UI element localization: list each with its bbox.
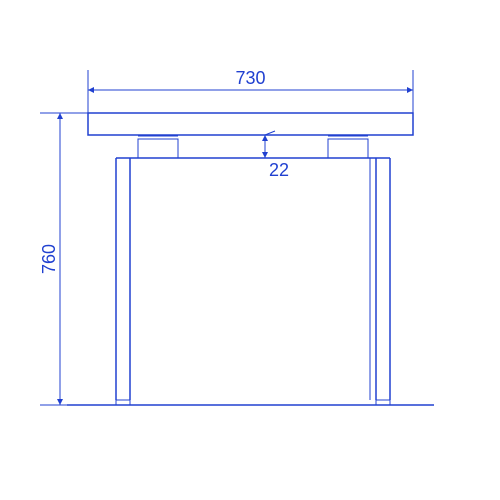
dim-rail-label: 22 — [269, 160, 289, 180]
technical-drawing: 730 760 22 — [0, 0, 500, 500]
dim-height-label: 760 — [39, 244, 59, 274]
dim-width-label: 730 — [235, 68, 265, 88]
